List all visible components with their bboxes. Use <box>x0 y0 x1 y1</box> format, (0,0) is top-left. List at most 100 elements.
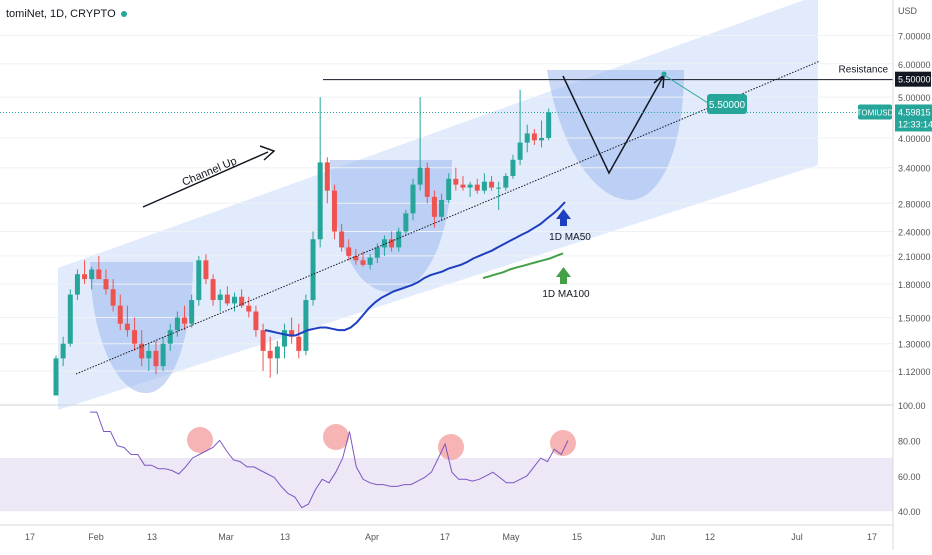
price-tick-label: 1.50000 <box>898 314 931 324</box>
candle-body <box>110 289 116 306</box>
time-tick-label: 12 <box>705 532 715 542</box>
price-tick-label: 2.80000 <box>898 199 931 209</box>
target-callout-label: 5.50000 <box>709 100 746 111</box>
candle-body <box>474 184 480 191</box>
last-price-badge <box>895 104 932 132</box>
candle-body <box>531 133 537 141</box>
currency-label: USD <box>898 6 918 16</box>
cup-shape-2 <box>330 160 452 292</box>
candle-body <box>246 305 252 312</box>
candle-body <box>381 239 387 248</box>
rsi-line <box>90 411 569 509</box>
candle-body <box>67 294 73 344</box>
market-status-dot <box>120 11 127 18</box>
target-callout <box>707 94 747 114</box>
candle-body <box>53 358 59 396</box>
candle-body <box>367 257 373 265</box>
candle-body <box>139 343 145 359</box>
rsi-tick-label: 60.00 <box>898 472 921 482</box>
ma50-line <box>264 201 566 337</box>
candle-body <box>417 167 423 185</box>
time-tick-label: 17 <box>867 532 877 542</box>
candle-body <box>274 346 280 359</box>
candle-body <box>446 178 452 201</box>
candle-body <box>517 142 523 160</box>
candle-body <box>310 239 316 301</box>
time-tick-label: Jun <box>651 532 666 542</box>
rsi-tick-label: 40.00 <box>898 507 921 517</box>
price-tick-label: 1.30000 <box>898 340 931 350</box>
candle-body <box>253 311 259 331</box>
candle-body <box>396 231 402 248</box>
time-tick-label: Feb <box>88 532 104 542</box>
candle-body <box>239 296 245 306</box>
candle-body <box>224 294 230 304</box>
candle-body <box>539 137 545 141</box>
resistance-price-badge <box>895 71 931 87</box>
time-tick-label: 15 <box>572 532 582 542</box>
rsi-tick-label: 100.00 <box>898 401 926 411</box>
ticker-badge <box>858 104 892 120</box>
resistance-label: Resistance <box>839 65 889 76</box>
price-tick-label: 2.10000 <box>898 252 931 262</box>
candle-body <box>232 296 237 304</box>
time-tick-label: 17 <box>440 532 450 542</box>
target-point <box>661 71 667 77</box>
candle-body <box>424 167 430 197</box>
candle-body <box>196 260 202 301</box>
candle-body <box>217 294 223 301</box>
candle-body <box>260 330 266 351</box>
candle-body <box>317 162 323 240</box>
channel-arrow-shaft <box>142 151 269 208</box>
time-tick-label: 13 <box>147 532 157 542</box>
candle-body <box>189 300 195 324</box>
candle-body <box>132 330 138 344</box>
rsi-overbought-highlight <box>550 430 576 456</box>
candle-body <box>267 350 273 359</box>
cup-shape-1 <box>90 262 193 394</box>
candle-body <box>303 300 309 351</box>
candle-body <box>489 181 495 188</box>
candle-body <box>510 159 516 176</box>
price-tick-label: 4.00000 <box>898 134 931 144</box>
price-tick-label: 1.80000 <box>898 280 931 290</box>
chart-header: tomiNet, 1D, CRYPTO <box>6 8 127 20</box>
candle-body <box>210 279 216 301</box>
candle-body <box>153 350 159 367</box>
time-tick-label: Mar <box>218 532 234 542</box>
rsi-overbought-highlight <box>438 434 464 460</box>
candle-body <box>281 330 287 347</box>
candle-body <box>96 269 102 280</box>
candle-body <box>374 247 380 258</box>
candle-body <box>289 330 295 337</box>
target-connector <box>663 74 709 104</box>
candle-body <box>296 336 302 351</box>
candle-body <box>546 112 552 138</box>
candle-body <box>460 184 466 188</box>
price-tick-label: 1.12000 <box>898 367 931 377</box>
time-tick-label: May <box>502 532 520 542</box>
price-tick-label: 3.40000 <box>898 164 931 174</box>
rsi-overbought-highlight <box>323 424 349 450</box>
channel-arrow-head <box>259 145 276 161</box>
ma100-arrow-icon <box>556 267 571 284</box>
countdown-label: 12:33:14 <box>898 119 932 129</box>
candle-body <box>389 239 395 248</box>
candle-body <box>331 190 337 232</box>
candle-body <box>82 274 88 280</box>
ma100-line <box>482 252 564 280</box>
price-tick-label: 6.00000 <box>898 60 931 70</box>
time-tick-label: 13 <box>280 532 290 542</box>
time-tick-label: Apr <box>365 532 379 542</box>
candle-body <box>503 175 509 188</box>
candle-body <box>410 184 416 214</box>
candle-body <box>431 196 437 217</box>
ma100-label: 1D MA100 <box>542 289 590 300</box>
candle-body <box>481 181 487 191</box>
time-tick-label: Jul <box>791 532 803 542</box>
rsi-overbought-highlight <box>187 427 213 453</box>
candle-body <box>496 187 502 189</box>
price-tick-label: 2.40000 <box>898 227 931 237</box>
